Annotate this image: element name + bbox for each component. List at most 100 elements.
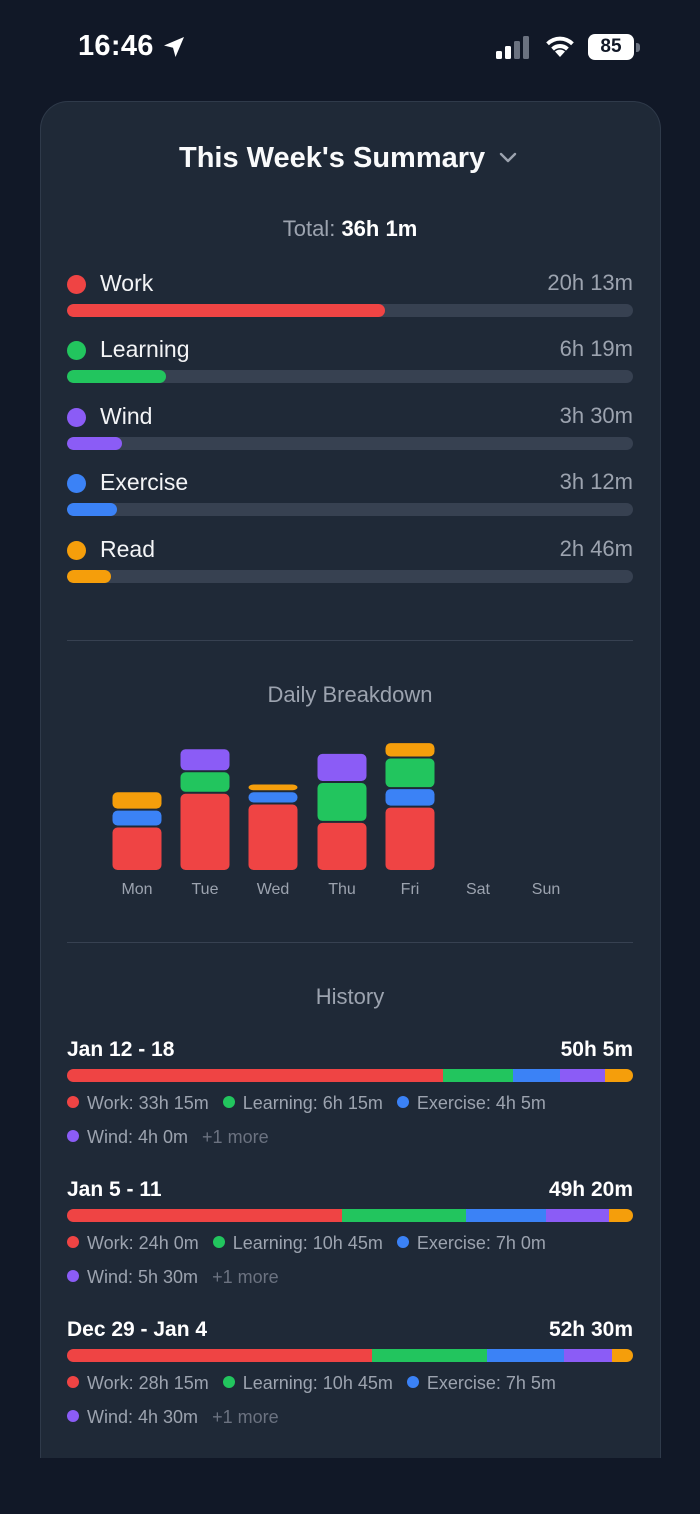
- bar-fri-exercise: [385, 789, 435, 806]
- category-progress-fill: [67, 370, 167, 383]
- legend-text: Work: 28h 15m: [87, 1373, 209, 1393]
- category-name: Work: [100, 270, 154, 296]
- category-dot: [67, 474, 86, 493]
- history-legend-item: Exercise: 4h 5m: [396, 1093, 546, 1114]
- category-row-read[interactable]: Read 2h 46m: [67, 536, 633, 592]
- history-stacked-bar: [67, 1069, 633, 1082]
- history-week-row[interactable]: Jan 5 - 11 49h 20m Work: 24h 0m Learning: 1…: [67, 1178, 633, 1308]
- summary-title[interactable]: This Week's Summary: [179, 142, 486, 174]
- category-progress-track: [67, 304, 633, 317]
- history-bar-segment: [371, 1349, 488, 1362]
- history-bar-segment: [342, 1209, 466, 1222]
- legend-more-link[interactable]: +1 more: [212, 1407, 279, 1427]
- history-week-range: Jan 5 - 11: [67, 1178, 162, 1201]
- history-legend-item: Learning: 10h 45m: [222, 1373, 393, 1394]
- history-legend-item: Wind: 5h 30m: [67, 1267, 198, 1288]
- history-legend-item: Exercise: 7h 0m: [396, 1233, 546, 1254]
- history-legend-item: Wind: 4h 30m: [67, 1407, 198, 1428]
- category-progress-fill: [67, 437, 122, 450]
- history-legend-item: Learning: 10h 45m: [212, 1233, 383, 1254]
- category-row-exercise[interactable]: Exercise 3h 12m: [67, 469, 633, 525]
- history-legend-line: Work: 24h 0m Learning: 10h 45m Exercise: 7…: [67, 1233, 560, 1257]
- legend-more-link[interactable]: +1 more: [212, 1267, 279, 1287]
- history-legend-line: Work: 28h 15m Learning: 10h 45m Exercise: …: [67, 1373, 570, 1397]
- category-time: 6h 19m: [559, 336, 633, 361]
- history-bar-segment: [487, 1349, 564, 1362]
- history-week-range: Dec 29 - Jan 4: [67, 1318, 208, 1341]
- category-name: Exercise: [100, 469, 189, 495]
- category-progress-fill: [67, 570, 111, 583]
- history-bar-segment: [67, 1349, 372, 1362]
- bar-fri-read: [385, 743, 435, 757]
- legend-more-link[interactable]: +1 more: [202, 1127, 269, 1147]
- history-legend-line: Work: 33h 15m Learning: 6h 15m Exercise: 4…: [67, 1093, 560, 1117]
- tick-label-thu: Thu: [328, 881, 356, 898]
- bar-mon-exercise: [112, 810, 162, 826]
- category-dot: [67, 408, 86, 427]
- battery-level: 85: [600, 36, 622, 57]
- daily-breakdown-chart: Mon Tue Wed Thu Fri Sat Sun: [112, 743, 560, 898]
- history-legend-item: Work: 24h 0m: [67, 1233, 199, 1254]
- category-time: 3h 12m: [559, 469, 633, 494]
- legend-dot: [67, 1410, 79, 1422]
- total-value: 36h 1m: [341, 216, 418, 241]
- history-bar-segment: [559, 1069, 605, 1082]
- bar-wed-exercise: [248, 792, 298, 803]
- history-legend-line: Wind: 5h 30m +1 more: [67, 1267, 279, 1291]
- page-bottom: [0, 1458, 700, 1514]
- cellular-signal-icon: [496, 36, 529, 59]
- status-time: 16:46: [78, 30, 154, 62]
- legend-text: Learning: 10h 45m: [242, 1373, 393, 1393]
- history-bar-segment: [609, 1209, 633, 1222]
- divider: [67, 942, 633, 943]
- category-row-wind[interactable]: Wind 3h 30m: [67, 403, 633, 459]
- legend-dot: [67, 1270, 79, 1282]
- location-arrow-icon: [164, 37, 184, 57]
- history-bar-segment: [465, 1209, 547, 1222]
- bar-fri-work: [385, 807, 435, 870]
- legend-text: Exercise: 7h 5m: [426, 1373, 556, 1393]
- bar-wed-work: [248, 804, 298, 870]
- bar-thu-wind: [317, 753, 367, 782]
- legend-text: Wind: 4h 30m: [87, 1407, 199, 1427]
- category-dot: [67, 275, 86, 294]
- divider: [67, 640, 633, 641]
- legend-dot: [67, 1236, 79, 1248]
- legend-dot: [67, 1130, 79, 1142]
- legend-text: Exercise: 7h 0m: [416, 1233, 546, 1253]
- category-progress-track: [67, 570, 633, 583]
- legend-dot: [212, 1236, 225, 1248]
- legend-text: Learning: 6h 15m: [242, 1093, 383, 1113]
- history-week-total: 50h 5m: [560, 1038, 633, 1061]
- bar-fri-learning: [385, 758, 435, 788]
- history-week-total: 52h 30m: [548, 1318, 633, 1341]
- legend-dot: [222, 1376, 235, 1388]
- history-week-row[interactable]: Jan 12 - 18 50h 5m Work: 33h 15m Learning: …: [67, 1038, 633, 1168]
- history-bar-segment: [612, 1349, 633, 1362]
- bar-thu-learning: [317, 783, 367, 821]
- history-title: History: [315, 984, 385, 1009]
- bar-wed-read: [248, 784, 298, 791]
- legend-text: Exercise: 4h 5m: [416, 1093, 546, 1113]
- category-progress-fill: [67, 304, 385, 317]
- category-row-learning[interactable]: Learning 6h 19m: [67, 336, 633, 392]
- daily-breakdown-title: Daily Breakdown: [267, 682, 433, 707]
- category-name: Read: [100, 536, 155, 562]
- category-dot: [67, 541, 86, 560]
- history-week-row[interactable]: Dec 29 - Jan 4 52h 30m Work: 28h 15m Learni…: [67, 1318, 633, 1448]
- category-row-work[interactable]: Work 20h 13m: [67, 270, 633, 326]
- history-legend-line: Wind: 4h 0m +1 more: [67, 1127, 269, 1151]
- history-stacked-bar: [67, 1349, 633, 1362]
- chevron-down-icon[interactable]: [498, 150, 518, 166]
- wifi-icon: [546, 36, 574, 57]
- total-line: Total: 36h 1m: [0, 216, 700, 242]
- history-bar-segment: [546, 1209, 610, 1222]
- history-bar-segment: [67, 1069, 443, 1082]
- tick-label-fri: Fri: [401, 881, 420, 898]
- legend-dot: [67, 1096, 79, 1108]
- legend-dot: [67, 1376, 79, 1388]
- history-bar-segment: [513, 1069, 560, 1082]
- history-stacked-bar: [67, 1209, 633, 1222]
- legend-text: Work: 24h 0m: [87, 1233, 199, 1253]
- category-time: 2h 46m: [559, 536, 633, 561]
